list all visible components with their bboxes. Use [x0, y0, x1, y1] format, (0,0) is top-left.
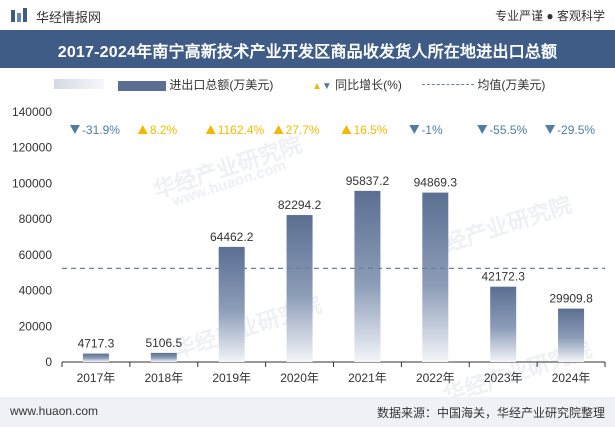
title-bar: 2017-2024年南宁高新技术产业开发区商品收发货人所在地进出口总额 — [0, 30, 615, 68]
x-tick-label: 2024年 — [552, 371, 591, 385]
bar — [218, 246, 245, 362]
y-tick-label: 0 — [45, 355, 52, 369]
bar-value-label: 82294.2 — [278, 198, 322, 212]
legend: 进出口总额(万美元) ▲▼ 同比增长(%) 均值(万美元) — [0, 74, 615, 96]
y-tick-label: 40000 — [19, 284, 53, 298]
legend-item-growth: ▲▼ 同比增长(%) — [312, 76, 402, 93]
bar-value-label: 64462.2 — [210, 230, 254, 244]
legend-item-bar-gradient — [54, 76, 104, 90]
bar-chart: 0 20000 40000 60000 80000 100000 120000 140000 4… — [12, 105, 606, 385]
bar-value-label: 5106.5 — [145, 336, 182, 350]
x-tick-label: 2023年 — [484, 371, 523, 385]
growth-up-icon — [205, 125, 216, 134]
growth-label: -1% — [421, 123, 443, 137]
y-tick-label: 140000 — [12, 105, 52, 119]
bar — [82, 353, 109, 362]
x-tick-label: 2021年 — [348, 371, 387, 385]
growth-label: 16.5% — [353, 123, 387, 137]
growth-down-icon — [545, 125, 556, 134]
y-tick-label: 80000 — [19, 212, 53, 226]
slogan: 专业严谨 ● 客观科学 — [495, 9, 605, 23]
bar — [286, 215, 313, 362]
growth-label: 27.7% — [286, 123, 320, 137]
bar-value-label: 95837.2 — [346, 174, 390, 188]
growth-down-icon — [409, 125, 420, 134]
triangle-up-icon: ▲ — [312, 81, 322, 92]
bar — [150, 352, 177, 362]
bar-value-label: 42172.3 — [481, 270, 525, 284]
growth-down-icon — [477, 125, 488, 134]
growth-down-icon — [69, 125, 80, 134]
y-tick-label: 20000 — [19, 319, 53, 333]
bar — [354, 190, 381, 362]
growth-up-icon — [341, 125, 352, 134]
growth-label: -29.5% — [557, 123, 595, 137]
legend-item-average: 均值(万美元) — [422, 76, 545, 93]
growth-label: -55.5% — [489, 123, 527, 137]
growth-label: 8.2% — [150, 123, 178, 137]
bar — [490, 286, 517, 362]
bar — [558, 308, 585, 362]
legend-swatch-average — [422, 83, 474, 85]
x-tick-label: 2018年 — [144, 371, 183, 385]
legend-label-average: 均值(万美元) — [477, 78, 546, 92]
bar-value-label: 29909.8 — [549, 292, 593, 306]
x-tick-label: 2020年 — [280, 371, 319, 385]
legend-item-total: 进出口总额(万美元) — [118, 76, 273, 93]
y-tick-label: 120000 — [12, 141, 52, 155]
legend-label-total: 进出口总额(万美元) — [169, 78, 274, 92]
growth-up-icon — [273, 125, 284, 134]
y-tick-label: 100000 — [12, 176, 52, 190]
huajing-logo-icon — [11, 8, 27, 22]
footer-source: 数据来源：中国海关，华经产业研究院整理 — [376, 406, 605, 420]
x-tick-label: 2022年 — [416, 371, 455, 385]
growth-label: 1162.4% — [218, 123, 265, 137]
legend-swatch-total — [118, 80, 166, 91]
growth-up-icon — [137, 125, 148, 134]
legend-swatch-gradient — [54, 78, 104, 89]
bar-value-label: 94869.3 — [414, 176, 458, 190]
growth-label: -31.9% — [82, 123, 120, 137]
footer: www.huaon.com 数据来源：中国海关，华经产业研究院整理 — [0, 397, 615, 427]
site-name: 华经情报网 — [36, 10, 102, 25]
legend-label-growth: 同比增长(%) — [335, 78, 402, 92]
triangle-down-icon: ▼ — [321, 81, 332, 92]
footer-url: www.huaon.com — [10, 404, 99, 418]
chart-title: 2017-2024年南宁高新技术产业开发区商品收发货人所在地进出口总额 — [57, 44, 558, 61]
x-tick-label: 2019年 — [212, 371, 251, 385]
x-tick-label: 2017年 — [77, 371, 116, 385]
bar — [422, 192, 449, 362]
y-tick-label: 60000 — [19, 248, 53, 262]
bar-value-label: 4717.3 — [78, 337, 115, 351]
top-bar: 华经情报网 专业严谨 ● 客观科学 — [0, 0, 615, 30]
